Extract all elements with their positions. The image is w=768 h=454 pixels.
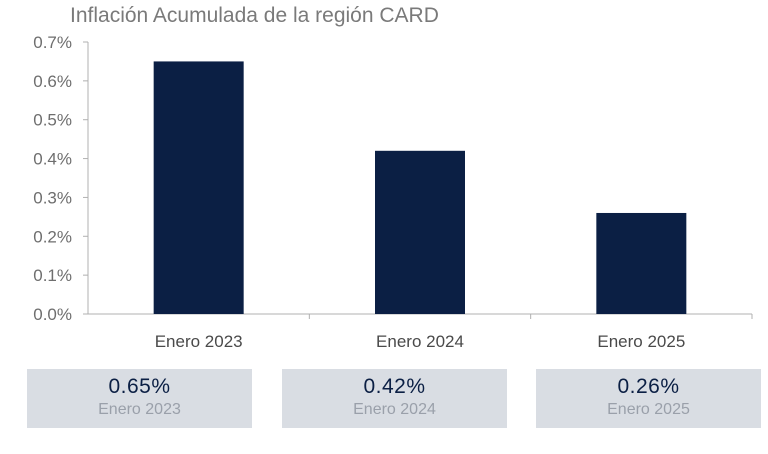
bar	[375, 150, 465, 314]
x-tick-label: Enero 2023	[155, 332, 243, 351]
summary-card-enero-2023: 0.65% Enero 2023	[27, 369, 252, 428]
x-tick-label: Enero 2025	[597, 332, 685, 351]
summary-card-label: Enero 2024	[353, 401, 436, 418]
y-tick-label: 0.0%	[33, 305, 72, 324]
y-tick-label: 0.7%	[33, 33, 72, 52]
summary-card-value: 0.42%	[363, 375, 426, 398]
y-tick-label: 0.1%	[33, 266, 72, 285]
bar-chart: 0.0% 0.1% 0.2% 0.3% 0.4% 0.5% 0.6% 0.7% Enero 20…	[33, 33, 753, 351]
y-tick-label: 0.5%	[33, 111, 72, 130]
bar	[596, 212, 687, 314]
y-tick-label: 0.4%	[33, 150, 72, 169]
x-tick-label: Enero 2024	[376, 332, 464, 351]
summary-card-enero-2025: 0.26% Enero 2025	[536, 369, 761, 428]
summary-card-label: Enero 2025	[607, 401, 690, 418]
chart-title: Inflación Acumulada de la región CARD	[70, 4, 439, 27]
summary-card-value: 0.26%	[617, 375, 680, 398]
summary-cards: 0.65% Enero 2023 0.42% Enero 2024 0.26% …	[0, 369, 768, 429]
summary-card-label: Enero 2023	[98, 401, 181, 418]
summary-card-value: 0.65%	[108, 375, 171, 398]
y-tick-label: 0.2%	[33, 227, 72, 246]
bar	[153, 61, 244, 314]
summary-card-enero-2024: 0.42% Enero 2024	[282, 369, 507, 428]
y-tick-label: 0.6%	[33, 72, 72, 91]
y-tick-label: 0.3%	[33, 188, 72, 207]
